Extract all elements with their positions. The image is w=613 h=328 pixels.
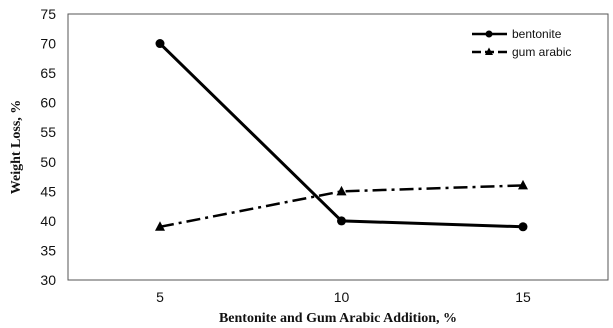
series-line-gum-arabic [159, 184, 524, 229]
x-tick-label: 10 [334, 289, 350, 305]
legend-label-bentonite: bentonite [512, 27, 562, 41]
data-point-bentonite [155, 39, 165, 49]
y-tick-label: 45 [40, 183, 56, 199]
series-line-bentonite [158, 42, 524, 229]
x-axis-title: Bentonite and Gum Arabic Addition, % [219, 311, 457, 326]
legend-marker-circle [485, 30, 493, 38]
data-point-gum-arabic [518, 179, 528, 190]
data-point-gum-arabic [336, 185, 347, 196]
y-tick-label: 55 [40, 124, 56, 140]
x-axis-ticks: 5 10 15 [156, 289, 531, 305]
y-tick-label: 75 [40, 6, 56, 22]
y-tick-label: 70 [40, 36, 56, 52]
y-tick-label: 65 [40, 65, 56, 81]
x-tick-label: 15 [515, 289, 531, 305]
y-tick-label: 30 [40, 272, 56, 288]
y-axis-ticks: 30 35 40 45 50 55 60 65 70 75 [40, 6, 56, 288]
x-tick-label: 5 [156, 289, 164, 305]
data-point-bentonite [337, 216, 346, 226]
legend: bentonite gum arabic [472, 27, 571, 59]
y-axis-title: Weight Loss, % [9, 100, 24, 195]
data-point-gum-arabic [155, 221, 165, 231]
legend-label-gum-arabic: gum arabic [512, 45, 571, 59]
plot-area [67, 13, 609, 281]
y-tick-label: 35 [40, 242, 56, 258]
y-tick-label: 60 [40, 95, 56, 111]
legend-marker-triangle [485, 47, 493, 55]
y-tick-label: 50 [40, 154, 56, 170]
data-point-bentonite [518, 222, 528, 232]
series-layer [155, 39, 528, 232]
y-tick-label: 40 [40, 213, 56, 229]
